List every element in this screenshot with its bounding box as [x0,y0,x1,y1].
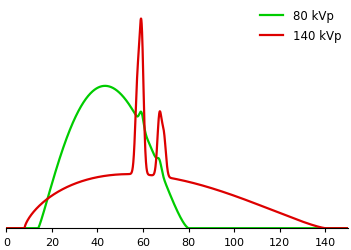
80 kVp [209,227,213,230]
80 kVp [103,85,107,88]
80 kVp [285,227,290,230]
80 kVp [346,227,350,230]
Line: 80 kVp: 80 kVp [6,86,348,228]
140 kVp [227,192,231,196]
140 kVp [259,204,264,208]
80 kVp [259,227,264,230]
140 kVp [4,227,8,230]
140 kVp [139,18,143,21]
Legend: 80 kVp, 140 kVp: 80 kVp, 140 kVp [255,5,346,48]
80 kVp [66,132,71,136]
80 kVp [227,227,231,230]
140 kVp [285,215,290,218]
140 kVp [135,80,139,83]
80 kVp [135,116,139,118]
140 kVp [346,227,350,230]
Line: 140 kVp: 140 kVp [6,20,348,228]
80 kVp [4,227,8,230]
140 kVp [66,185,71,188]
140 kVp [209,187,213,190]
